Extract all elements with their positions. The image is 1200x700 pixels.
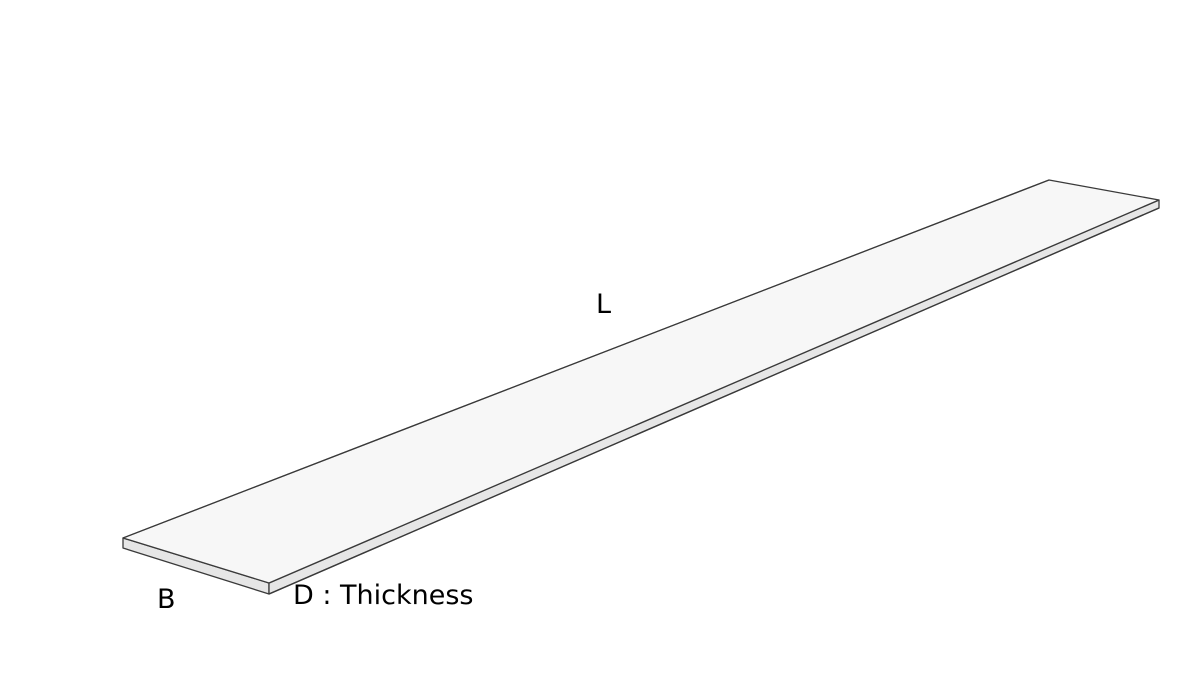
width-label: B <box>157 584 176 615</box>
thickness-label: D : Thickness <box>293 580 474 611</box>
board-top-face <box>122 179 1160 584</box>
board-side-face <box>268 199 1160 595</box>
board-top-far-edge <box>122 179 1050 539</box>
board-bottom-edge <box>268 207 1160 595</box>
length-label: L <box>596 289 612 320</box>
